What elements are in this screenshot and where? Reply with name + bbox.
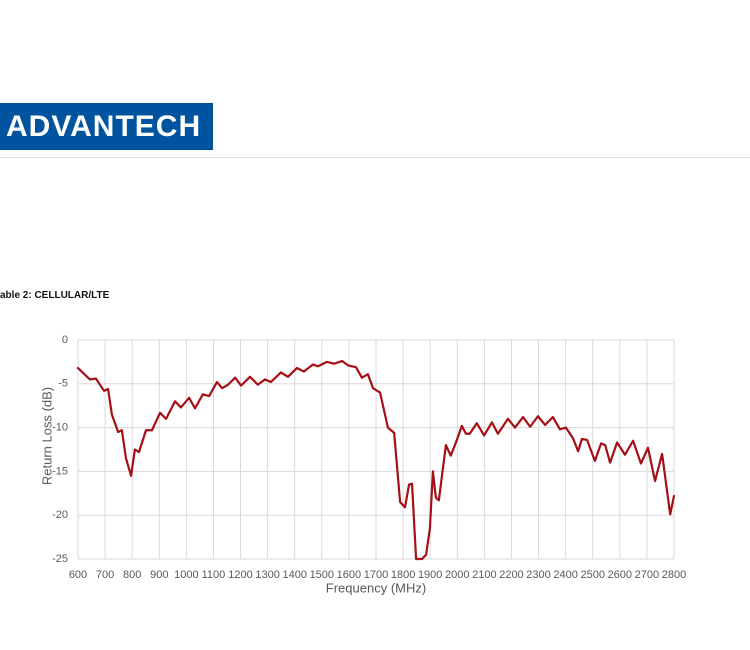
y-tick-label: 0 <box>62 334 68 346</box>
x-tick-label: 800 <box>123 569 141 581</box>
x-axis-title: Frequency (MHz) <box>326 580 426 595</box>
logo: ADVANTECH <box>0 103 213 150</box>
x-tick-label: 2800 <box>662 569 686 581</box>
y-tick-label: -20 <box>52 509 68 521</box>
x-tick-label: 2100 <box>472 569 496 581</box>
data-line <box>76 359 676 561</box>
x-tick-label: 900 <box>150 569 168 581</box>
y-tick-label: -15 <box>52 465 68 477</box>
x-tick-label: 1500 <box>310 569 334 581</box>
x-tick-label: 1900 <box>418 569 442 581</box>
x-tick-label: 2000 <box>445 569 469 581</box>
x-tick-label: 1600 <box>337 569 361 581</box>
x-tick-label: 1700 <box>364 569 388 581</box>
x-tick-label: 1400 <box>282 569 306 581</box>
x-tick-label: 1200 <box>228 569 252 581</box>
y-axis-title: Return Loss (dB) <box>39 387 54 485</box>
header-rule <box>0 157 750 158</box>
x-tick-label: 1800 <box>391 569 415 581</box>
x-tick-label: 600 <box>69 569 87 581</box>
x-tick-label: 2600 <box>608 569 632 581</box>
x-tick-label: 2300 <box>526 569 550 581</box>
x-tick-label: 2500 <box>580 569 604 581</box>
x-tick-label: 1300 <box>255 569 279 581</box>
x-tick-label: 1100 <box>202 569 226 581</box>
caption: able 2: CELLULAR/LTE <box>0 290 110 301</box>
y-tick-label: -5 <box>58 378 68 390</box>
y-tick-label: -10 <box>52 422 68 434</box>
y-tick-label: -25 <box>52 553 68 565</box>
x-tick-label: 1000 <box>174 569 198 581</box>
x-tick-label: 700 <box>96 569 114 581</box>
x-tick-label: 2400 <box>553 569 577 581</box>
x-tick-label: 2700 <box>635 569 659 581</box>
x-tick-label: 2200 <box>499 569 523 581</box>
